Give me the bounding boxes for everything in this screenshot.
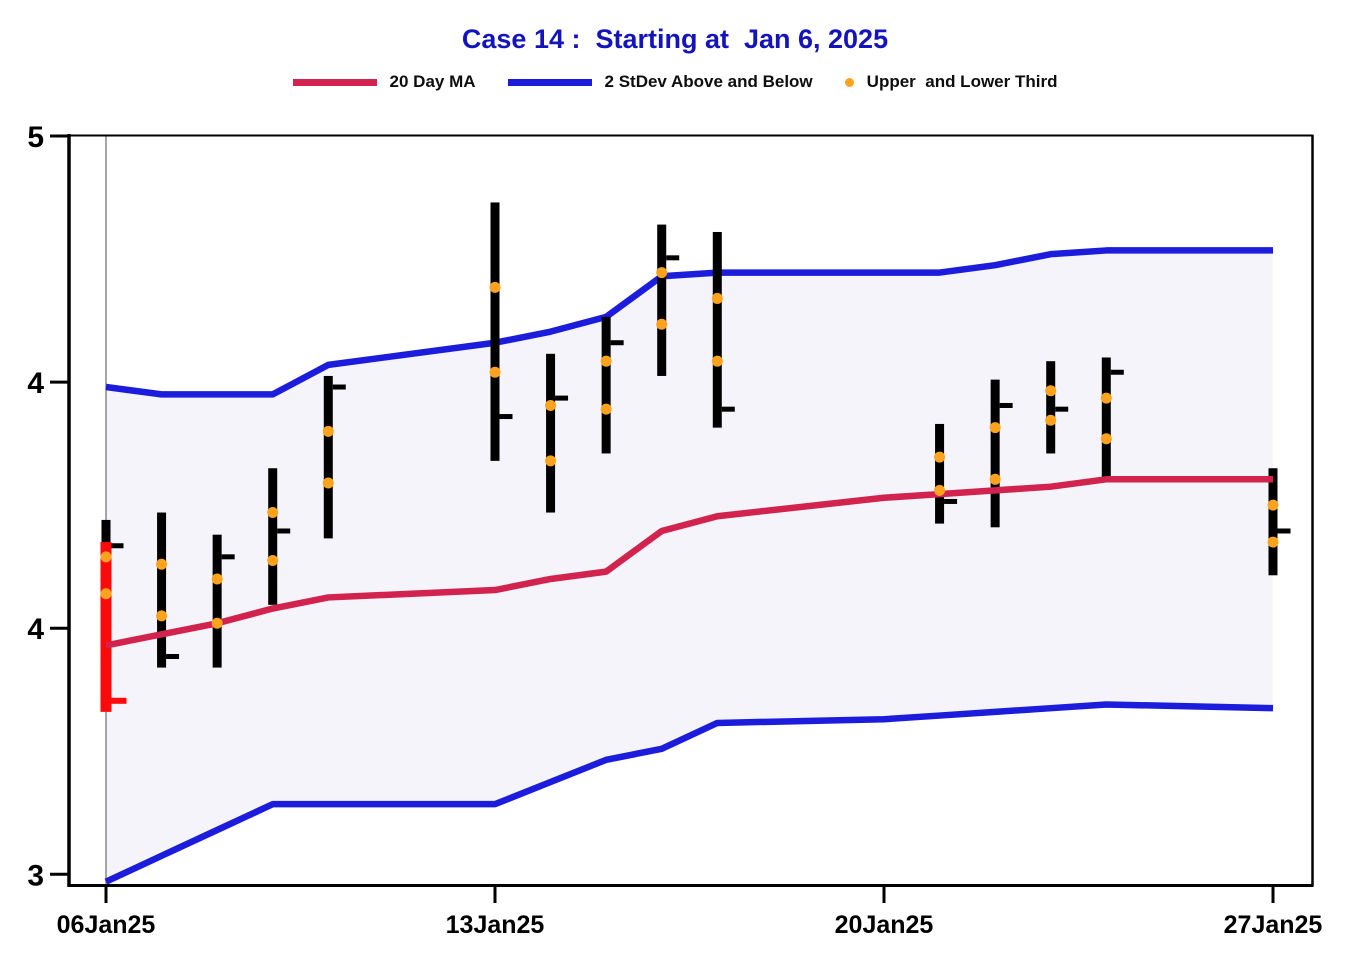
lower-third-dot-24Jan25 bbox=[1100, 433, 1112, 445]
upper-third-dot-24Jan25 bbox=[1100, 392, 1112, 404]
upper-band-line bbox=[105, 247, 1273, 398]
price-bar-15Jan25 bbox=[601, 316, 611, 454]
price-bar-14Jan25 bbox=[546, 353, 556, 513]
start-day-bar bbox=[100, 542, 112, 712]
start-day-close-tick bbox=[111, 697, 127, 704]
upper-third-dot-10Jan25 bbox=[322, 425, 334, 437]
price-bar-08Jan25 bbox=[212, 534, 222, 668]
upper-third-dot-08Jan25 bbox=[211, 573, 223, 585]
upper-third-dot-09Jan25 bbox=[267, 507, 279, 519]
lower-third-dot-22Jan25 bbox=[989, 473, 1001, 485]
lower-third-dot-13Jan25 bbox=[489, 366, 501, 378]
lower-third-dot-23Jan25 bbox=[1045, 414, 1057, 426]
lower-third-dot-09Jan25 bbox=[267, 555, 279, 567]
band-fill-area bbox=[106, 250, 1273, 882]
close-tick-16Jan25 bbox=[666, 255, 680, 261]
upper-third-dot-21Jan25 bbox=[934, 451, 946, 463]
price-bar-16Jan25 bbox=[657, 224, 667, 376]
upper-third-dot-27Jan25 bbox=[1267, 499, 1279, 511]
y-axis-label-3: 3 bbox=[27, 859, 44, 892]
lower-third-dot-14Jan25 bbox=[545, 455, 557, 467]
upper-third-dot-23Jan25 bbox=[1045, 385, 1057, 397]
close-tick-10Jan25 bbox=[332, 384, 346, 390]
upper-third-dot-14Jan25 bbox=[545, 399, 557, 411]
lower-band-line bbox=[104, 701, 1274, 885]
lower-third-dot-17Jan25 bbox=[711, 355, 723, 367]
close-tick-23Jan25 bbox=[1055, 406, 1069, 412]
close-tick-15Jan25 bbox=[610, 340, 624, 346]
price-bar-27Jan25 bbox=[1268, 468, 1278, 576]
legend-label-band: 2 StDev Above and Below bbox=[604, 72, 813, 91]
price-bar-22Jan25 bbox=[990, 379, 1000, 528]
price-bar-13Jan25 bbox=[490, 202, 500, 461]
legend-item-ma: 20 Day MA bbox=[292, 72, 476, 92]
price-bar-21Jan25 bbox=[935, 423, 945, 524]
lower-third-dot-16Jan25 bbox=[656, 318, 668, 330]
x-axis-label-0: 06Jan25 bbox=[57, 911, 156, 939]
price-bar-24Jan25 bbox=[1101, 357, 1111, 480]
upper-third-dot-16Jan25 bbox=[656, 267, 668, 279]
lower-third-dot-15Jan25 bbox=[600, 403, 612, 415]
price-bar-09Jan25 bbox=[268, 468, 278, 605]
y-axis-label-2: 4 bbox=[27, 613, 44, 646]
price-bar-10Jan25 bbox=[323, 375, 333, 539]
legend-item-band: 2 StDev Above and Below bbox=[507, 72, 813, 92]
upper-third-dot-17Jan25 bbox=[711, 292, 723, 304]
upper-third-dot-07Jan25 bbox=[156, 558, 168, 570]
close-tick-21Jan25 bbox=[944, 498, 958, 504]
x-axis-label-1: 13Jan25 bbox=[446, 911, 545, 939]
legend: 20 Day MA 2 StDev Above and Below Upper … bbox=[0, 72, 1350, 92]
lower-third-dot-06Jan25 bbox=[100, 588, 112, 600]
lower-third-dot-21Jan25 bbox=[934, 484, 946, 496]
close-tick-17Jan25 bbox=[721, 406, 735, 412]
close-tick-09Jan25 bbox=[277, 528, 291, 534]
upper-third-dot-06Jan25 bbox=[100, 551, 112, 563]
third-dot-swatch bbox=[844, 77, 854, 87]
price-bar-23Jan25 bbox=[1046, 361, 1056, 454]
legend-label-ma: 20 Day MA bbox=[389, 72, 476, 91]
close-tick-27Jan25 bbox=[1277, 528, 1291, 534]
upper-third-dot-22Jan25 bbox=[989, 422, 1001, 434]
x-axis-label-2: 20Jan25 bbox=[835, 911, 934, 939]
lower-third-dot-08Jan25 bbox=[211, 617, 223, 629]
x-axis-label-3: 27Jan25 bbox=[1224, 911, 1323, 939]
legend-item-thirds: Upper and Lower Third bbox=[844, 72, 1058, 92]
chart-title: Case 14 : Starting at Jan 6, 2025 bbox=[461, 24, 889, 54]
close-tick-22Jan25 bbox=[999, 402, 1013, 408]
upper-third-dot-13Jan25 bbox=[489, 281, 501, 293]
ma-line bbox=[105, 476, 1273, 649]
y-axis-label-1: 4 bbox=[27, 367, 44, 400]
close-tick-13Jan25 bbox=[499, 414, 513, 420]
close-tick-24Jan25 bbox=[1110, 369, 1124, 375]
band-line-swatch bbox=[507, 78, 592, 86]
upper-third-dot-15Jan25 bbox=[600, 355, 612, 367]
close-tick-08Jan25 bbox=[221, 554, 235, 560]
close-tick-07Jan25 bbox=[166, 654, 180, 660]
price-bar-07Jan25 bbox=[157, 512, 167, 668]
lower-third-dot-07Jan25 bbox=[156, 610, 168, 622]
lower-third-dot-27Jan25 bbox=[1267, 536, 1279, 548]
ma-line-swatch bbox=[292, 78, 377, 86]
y-axis-label-0: 5 bbox=[27, 121, 44, 154]
legend-label-thirds: Upper and Lower Third bbox=[866, 72, 1058, 91]
lower-third-dot-10Jan25 bbox=[322, 477, 334, 489]
close-tick-14Jan25 bbox=[555, 395, 569, 401]
price-bar-17Jan25 bbox=[712, 231, 722, 428]
close-tick-06Jan25 bbox=[110, 543, 124, 549]
